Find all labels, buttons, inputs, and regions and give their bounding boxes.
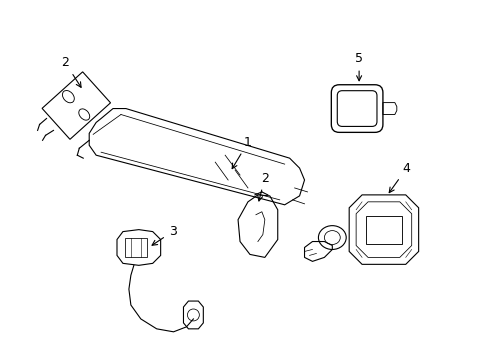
Text: 2: 2	[257, 171, 268, 201]
Text: 5: 5	[354, 53, 363, 81]
Bar	[124, 238, 146, 257]
Bar	[366, 216, 401, 243]
Text: 1: 1	[232, 136, 251, 168]
Text: 3: 3	[152, 225, 176, 245]
Text: 4: 4	[388, 162, 410, 193]
Text: 2: 2	[61, 57, 81, 87]
